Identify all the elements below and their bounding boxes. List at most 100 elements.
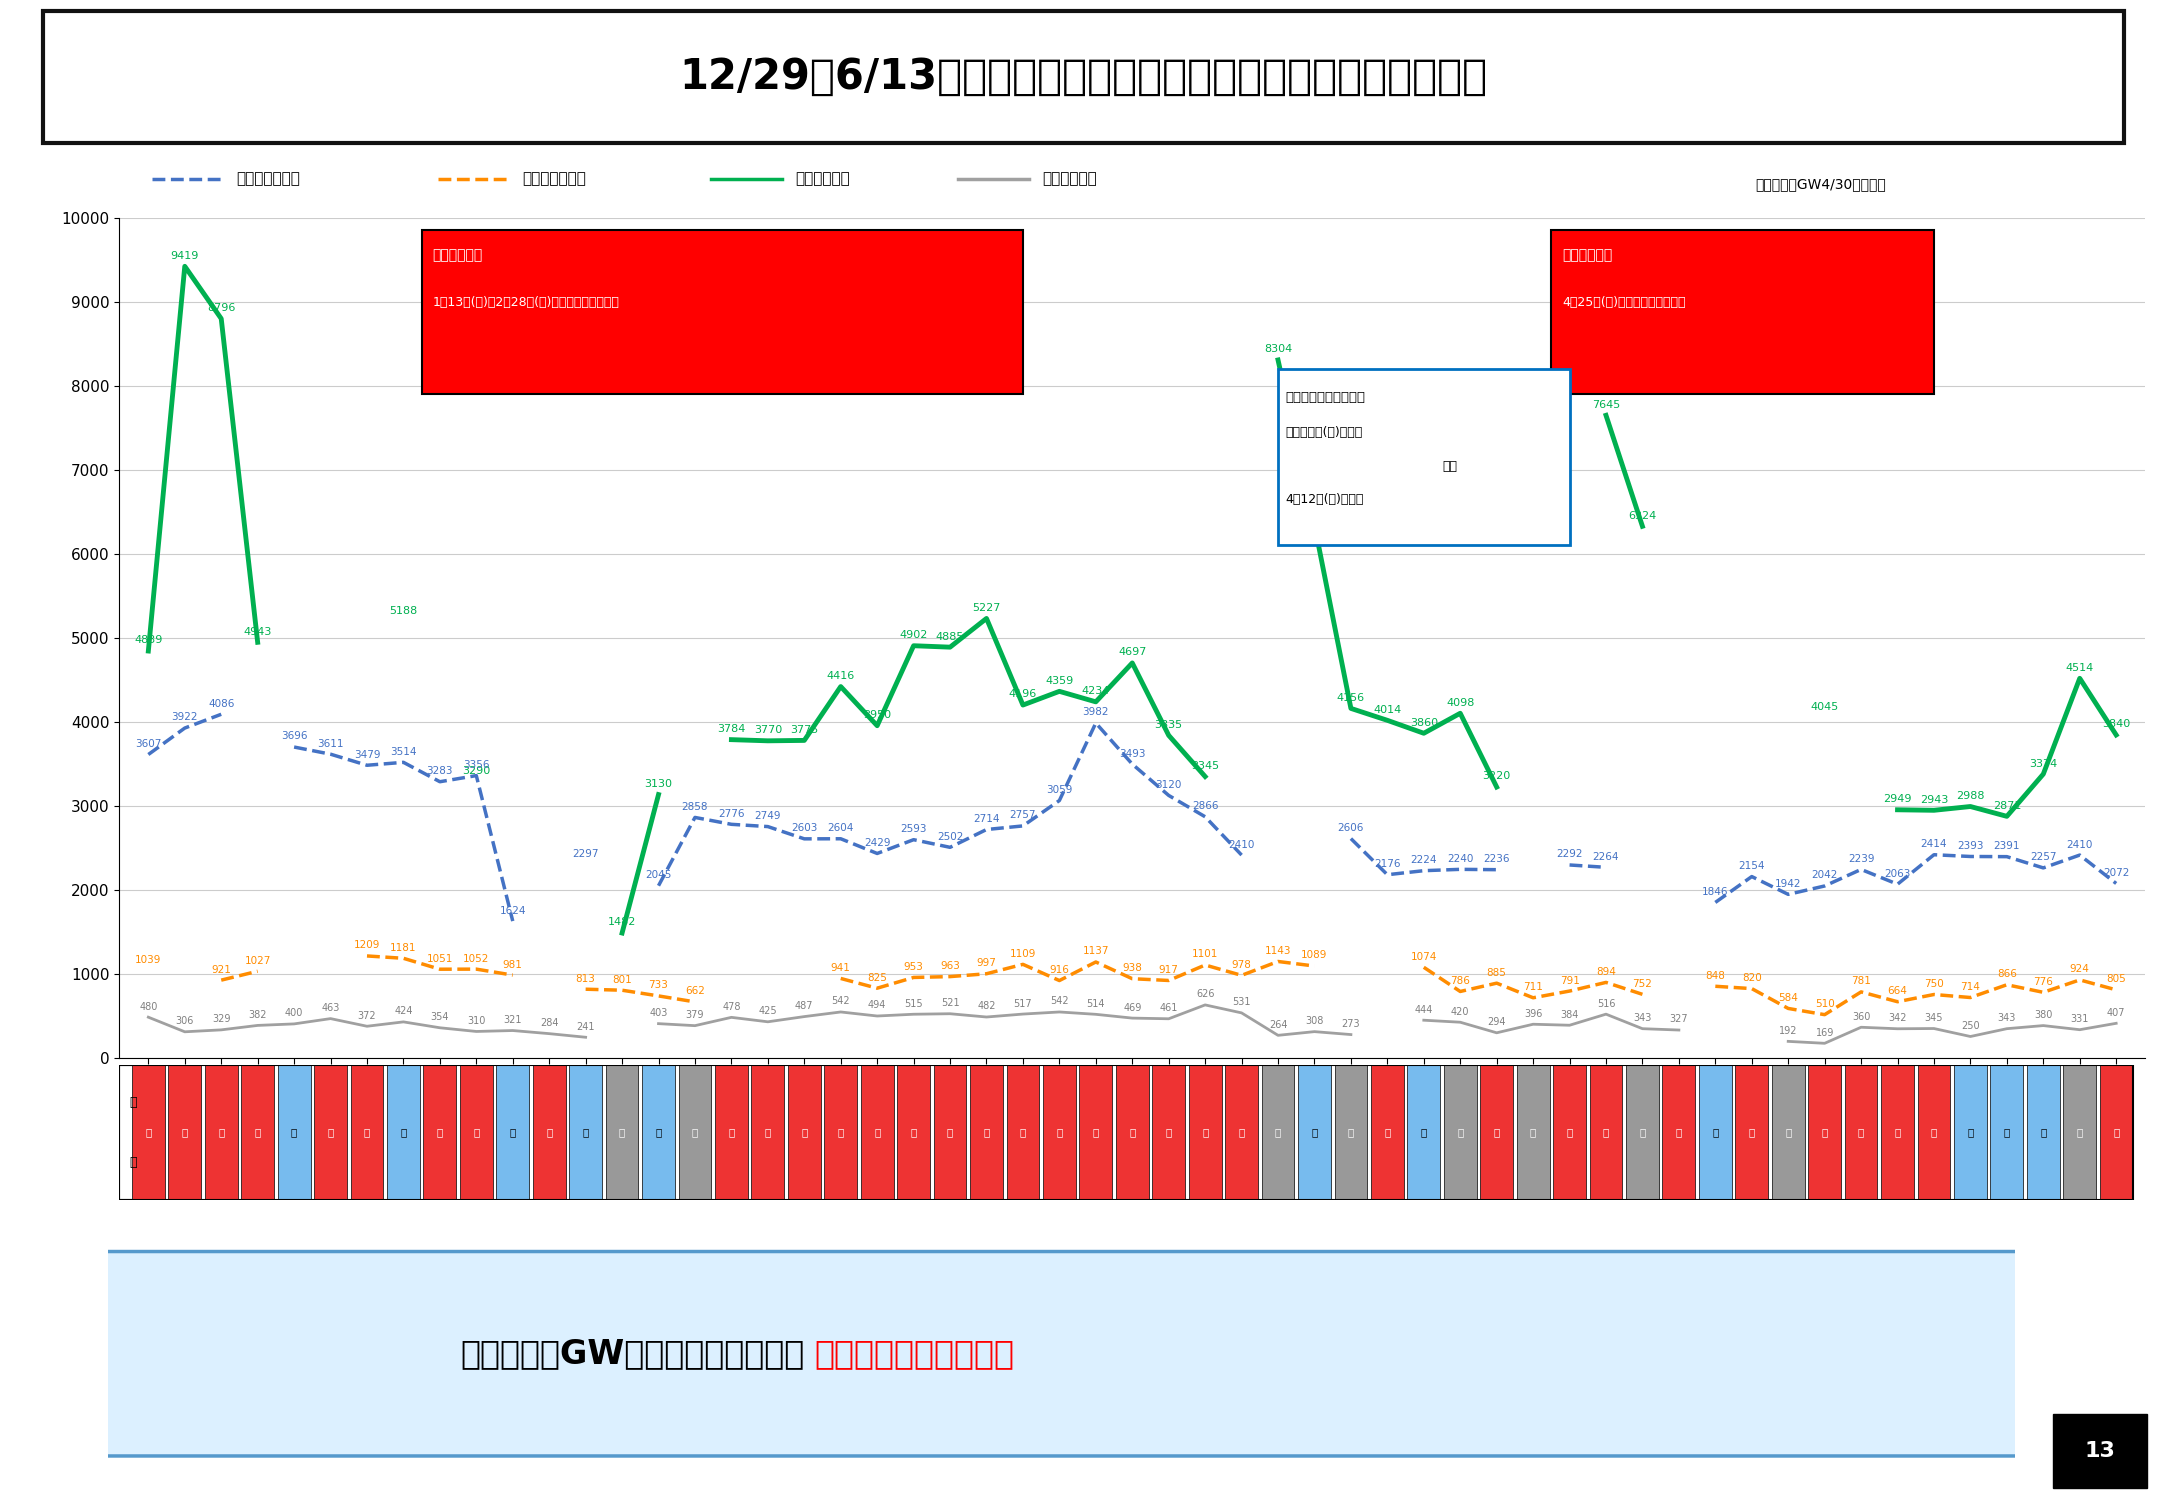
Text: 4196: 4196 <box>1010 690 1038 699</box>
Text: 晴: 晴 <box>1092 1128 1099 1137</box>
Text: 13: 13 <box>2085 1442 2115 1461</box>
Bar <box>1480 1065 1513 1200</box>
Text: 2236: 2236 <box>1484 853 1510 864</box>
Bar <box>1625 1065 1658 1200</box>
Bar <box>119 1065 147 1200</box>
Bar <box>314 1065 347 1200</box>
Text: 3356: 3356 <box>464 760 490 770</box>
Text: 461: 461 <box>1159 1004 1179 1013</box>
Bar <box>1881 1065 1913 1200</box>
Text: 晴: 晴 <box>1604 1128 1610 1137</box>
Text: 2603: 2603 <box>791 824 817 834</box>
Bar <box>2026 1065 2059 1200</box>
Text: 791: 791 <box>1560 975 1580 986</box>
Bar <box>1005 1065 1040 1200</box>
Text: 953: 953 <box>904 962 923 972</box>
Text: 3059: 3059 <box>1047 784 1073 795</box>
Text: 2871: 2871 <box>1994 801 2022 812</box>
Bar <box>1298 1065 1331 1200</box>
Text: 2042: 2042 <box>1812 870 1838 880</box>
Text: 626: 626 <box>1196 990 1214 999</box>
Text: 3922: 3922 <box>171 712 197 723</box>
Text: 曇: 曇 <box>290 1128 297 1137</box>
Text: 3784: 3784 <box>717 724 745 734</box>
Text: 921: 921 <box>212 964 232 975</box>
Text: 241: 241 <box>576 1022 596 1032</box>
Text: 6324: 6324 <box>1627 510 1656 520</box>
Text: 343: 343 <box>1634 1013 1651 1023</box>
Text: 342: 342 <box>1887 1013 1907 1023</box>
Text: 雨: 雨 <box>620 1128 626 1137</box>
Bar <box>1153 1065 1185 1200</box>
Text: 4098: 4098 <box>1445 698 1474 708</box>
Text: 396: 396 <box>1523 1008 1543 1019</box>
Text: 晴: 晴 <box>1822 1128 1827 1137</box>
Text: 2949: 2949 <box>1883 794 1911 804</box>
Bar <box>570 1065 602 1200</box>
Bar <box>789 1065 821 1200</box>
Text: 480: 480 <box>139 1002 158 1011</box>
Bar <box>241 1065 273 1200</box>
Text: 1027: 1027 <box>245 956 271 966</box>
Text: 2604: 2604 <box>828 824 854 833</box>
Bar <box>351 1065 384 1200</box>
Bar <box>1991 1065 2024 1200</box>
Text: 4月12日(月)～京都: 4月12日(月)～京都 <box>1285 494 1363 506</box>
Text: 848: 848 <box>1705 970 1725 981</box>
Text: 250: 250 <box>1961 1022 1981 1031</box>
Text: 2714: 2714 <box>973 815 999 824</box>
Text: 3770: 3770 <box>754 726 782 735</box>
Text: 3775: 3775 <box>791 724 819 735</box>
Text: 2757: 2757 <box>1010 810 1036 820</box>
Text: 478: 478 <box>722 1002 741 1013</box>
Text: 516: 516 <box>1597 999 1614 1008</box>
Text: 2239: 2239 <box>1848 853 1874 864</box>
Text: 晴: 晴 <box>1931 1128 1937 1137</box>
Text: 4943: 4943 <box>243 627 271 636</box>
Text: 938: 938 <box>1123 963 1142 974</box>
Text: 542: 542 <box>832 996 849 1006</box>
Bar <box>496 1065 529 1200</box>
Bar <box>2063 1065 2095 1200</box>
Text: 4234: 4234 <box>1081 687 1110 696</box>
Bar <box>971 1065 1003 1200</box>
Text: 327: 327 <box>1669 1014 1688 1025</box>
Text: 664: 664 <box>1887 986 1907 996</box>
Text: 2264: 2264 <box>1593 852 1619 862</box>
Text: 2502: 2502 <box>936 833 964 842</box>
Text: 3860: 3860 <box>1411 717 1439 728</box>
Bar <box>423 1065 457 1200</box>
Text: 4086: 4086 <box>208 699 234 708</box>
Text: 3220: 3220 <box>1482 771 1510 782</box>
Text: 1051: 1051 <box>427 954 453 963</box>
Text: 542: 542 <box>1051 996 1068 1006</box>
Text: 2240: 2240 <box>1448 853 1474 864</box>
Text: 晴: 晴 <box>182 1128 189 1137</box>
Text: 奈良公園周辺: 奈良公園周辺 <box>795 171 849 186</box>
Text: 294: 294 <box>1487 1017 1506 1028</box>
Text: 近鉄奈良駅周辺: 近鉄奈良駅周辺 <box>236 171 299 186</box>
Text: 雨: 雨 <box>1786 1128 1792 1137</box>
Text: 晴: 晴 <box>1567 1128 1573 1137</box>
Text: 866: 866 <box>1998 969 2017 980</box>
Text: 752: 752 <box>1632 980 1653 988</box>
Bar <box>1591 1065 1623 1200</box>
Text: 2410: 2410 <box>2067 840 2093 849</box>
Text: 雨: 雨 <box>691 1128 698 1137</box>
Text: ４月　５日(月)～大阪: ４月 ５日(月)～大阪 <box>1285 426 1363 439</box>
Text: 晴: 晴 <box>472 1128 479 1137</box>
Text: 2410: 2410 <box>1229 840 1255 849</box>
Text: 380: 380 <box>2035 1010 2052 1020</box>
Text: 781: 781 <box>1851 976 1870 987</box>
Text: 4359: 4359 <box>1044 676 1073 686</box>
Text: 雨: 雨 <box>2076 1128 2082 1137</box>
Text: 曇: 曇 <box>509 1128 516 1137</box>
Bar <box>860 1065 893 1200</box>
Text: ４地点ともGW以降は雨天時を除き: ４地点ともGW以降は雨天時を除き <box>459 1338 804 1371</box>
Text: 3514: 3514 <box>390 747 416 758</box>
Text: 733: 733 <box>648 981 667 990</box>
Text: 400: 400 <box>284 1008 303 1019</box>
Text: 晴: 晴 <box>1894 1128 1900 1137</box>
Text: 3840: 3840 <box>2102 720 2130 729</box>
Text: 晴: 晴 <box>1055 1128 1062 1137</box>
